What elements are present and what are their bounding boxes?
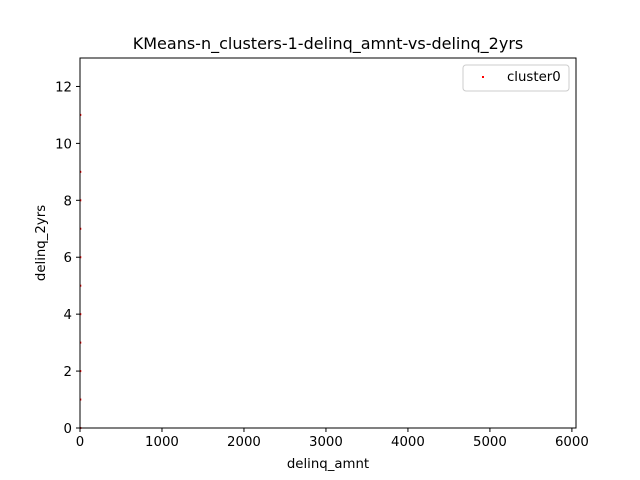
y-tick-label: 6 xyxy=(64,251,72,266)
data-point-cluster0 xyxy=(80,170,82,173)
x-tick-label: 0 xyxy=(76,435,84,450)
x-tick-label: 3000 xyxy=(309,435,343,450)
x-tick-label: 1000 xyxy=(145,435,179,450)
data-point-cluster0 xyxy=(80,113,82,116)
data-point-cluster0 xyxy=(80,284,82,287)
data-point-cluster0 xyxy=(80,199,82,202)
y-axis-label: delinq_2yrs xyxy=(34,205,49,281)
data-point-cluster0 xyxy=(80,370,82,373)
y-tick-label: 12 xyxy=(55,80,72,95)
data-point-cluster0 xyxy=(80,313,82,316)
x-tick-label: 5000 xyxy=(473,435,507,450)
legend: cluster0 xyxy=(462,64,570,92)
x-axis: 0 1000 2000 3000 4000 5000 6000 xyxy=(76,428,589,450)
y-tick-label: 8 xyxy=(64,194,72,209)
y-tick-label: 10 xyxy=(55,137,72,152)
legend-label-cluster0: cluster0 xyxy=(507,70,561,85)
y-tick-label: 4 xyxy=(64,308,72,323)
y-tick-label: 0 xyxy=(64,422,72,437)
y-axis: 0 2 4 6 8 10 12 xyxy=(55,80,80,437)
data-point-cluster0 xyxy=(80,398,82,401)
chart-title: KMeans-n_clusters-1-delinq_amnt-vs-delin… xyxy=(133,34,523,54)
x-tick-label: 2000 xyxy=(227,435,261,450)
plot-frame xyxy=(79,57,577,429)
data-point-cluster0 xyxy=(80,341,82,344)
x-tick-label: 6000 xyxy=(555,435,589,450)
legend-box xyxy=(462,64,570,92)
legend-marker-cluster0 xyxy=(482,76,484,78)
data-point-cluster0 xyxy=(80,256,82,259)
y-tick-label: 2 xyxy=(64,365,72,380)
x-axis-label: delinq_amnt xyxy=(287,457,369,472)
data-point-cluster0 xyxy=(80,227,82,230)
x-tick-label: 4000 xyxy=(391,435,425,450)
